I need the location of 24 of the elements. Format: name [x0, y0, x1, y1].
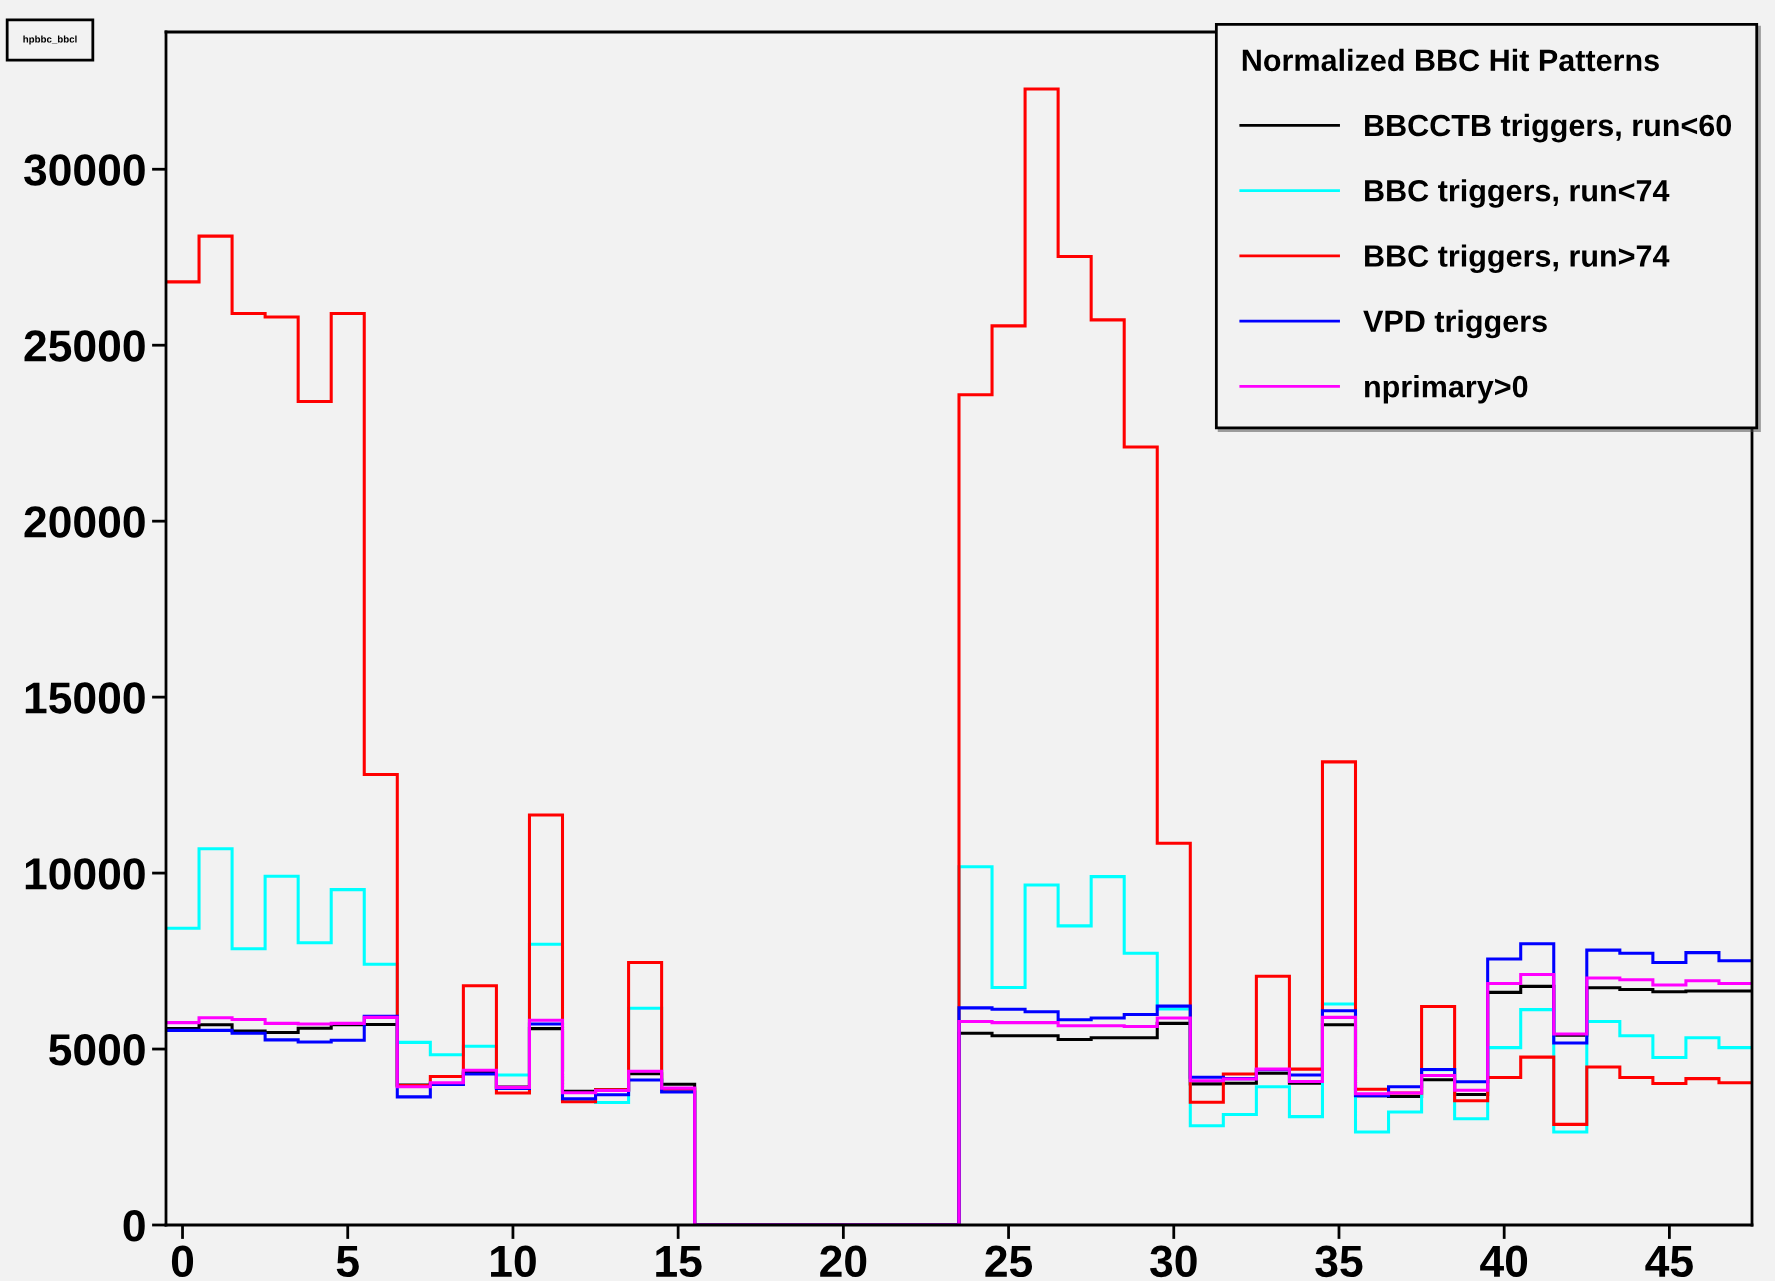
x-tick-label: 45 — [1645, 1246, 1693, 1278]
legend-label: VPD triggers — [1363, 309, 1547, 339]
x-tick-label: 25 — [985, 1245, 1033, 1278]
x-tick-label: 30 — [1150, 1245, 1197, 1278]
y-tick-label: 10000 — [25, 858, 145, 890]
x-tick-label: 40 — [1480, 1245, 1528, 1278]
x-tick-label: 35 — [1315, 1245, 1363, 1278]
legend-label: BBC triggers, run>74 — [1365, 244, 1670, 274]
x-tick-label: 10 — [491, 1245, 536, 1278]
legend-title: Normalized BBC Hit Patterns — [1242, 48, 1659, 72]
x-tick-label: 20 — [820, 1245, 867, 1278]
x-tick-label: 0 — [171, 1245, 194, 1278]
text: hpbbc_bbcl — [23, 35, 77, 45]
y-tick-label: 20000 — [24, 506, 145, 538]
legend-label: BBC triggers, run<74 — [1365, 179, 1670, 208]
y-tick-label: 0 — [123, 1210, 145, 1242]
legend-label: nprimary>0 — [1365, 375, 1528, 404]
y-tick-label: 30000 — [24, 154, 145, 186]
legend-label: BBCCTB triggers, run<60 — [1365, 113, 1732, 143]
x-tick-label: 15 — [656, 1246, 702, 1278]
y-tick-label: 25000 — [24, 330, 145, 362]
y-tick-label: 15000 — [25, 682, 145, 714]
x-tick-label: 5 — [336, 1246, 359, 1278]
y-tick-label: 5000 — [49, 1034, 145, 1066]
